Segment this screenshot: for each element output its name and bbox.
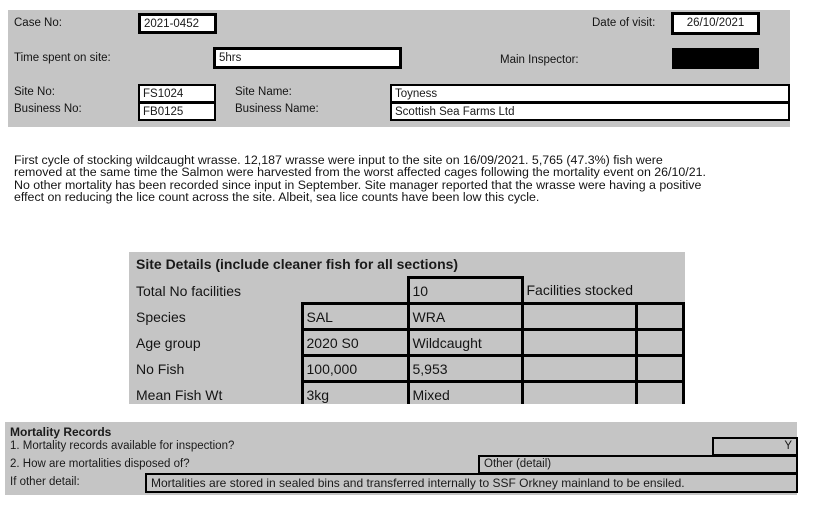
mortality-q1-answer-field[interactable]: Y <box>712 437 798 456</box>
business-name-field[interactable]: Scottish Sea Farms Ltd <box>390 102 790 121</box>
age-group-label: Age group <box>136 334 201 351</box>
no-fish-col3-cell[interactable] <box>520 354 638 383</box>
species-col2-cell[interactable]: WRA <box>406 302 524 331</box>
mean-fish-wt-col2-cell[interactable]: Mixed <box>406 380 524 404</box>
business-name-label: Business Name: <box>235 103 319 115</box>
empty-cell <box>302 278 408 304</box>
species-label: Species <box>136 308 186 325</box>
site-no-label: Site No: <box>14 86 55 98</box>
site-name-label: Site Name: <box>235 86 292 98</box>
mortality-records-panel: Mortality Records 1. Mortality records a… <box>5 422 798 495</box>
time-spent-field[interactable]: 5hrs <box>213 47 402 69</box>
age-group-col2-cell[interactable]: Wildcaught <box>406 328 524 357</box>
table-row-species: Species SAL WRA <box>129 302 685 331</box>
mean-fish-wt-col1-cell[interactable]: 3kg <box>300 380 410 404</box>
site-no-field[interactable]: FS1024 <box>138 84 216 103</box>
no-fish-col1-cell[interactable]: 100,000 <box>300 354 410 383</box>
case-no-field[interactable]: 2021-0452 <box>138 13 217 34</box>
species-col4-cell[interactable] <box>634 302 685 331</box>
table-row-total-facilities: Total No facilities 10 Facilities stocke… <box>129 276 683 305</box>
age-group-col1-cell[interactable]: 2020 S0 <box>300 328 410 357</box>
site-name-field[interactable]: Toyness <box>390 84 790 103</box>
species-col3-cell[interactable] <box>520 302 638 331</box>
main-inspector-label: Main Inspector: <box>500 54 579 66</box>
total-facilities-value-cell[interactable]: 10 <box>406 276 524 305</box>
facilities-stocked-label: Facilities stocked <box>526 281 634 298</box>
mortality-q2-answer-field[interactable]: Other (detail) <box>478 455 798 474</box>
time-spent-label: Time spent on site: <box>14 52 111 64</box>
main-inspector-redacted-field[interactable] <box>672 48 759 69</box>
mean-fish-wt-label: Mean Fish Wt <box>136 386 223 403</box>
table-row-no-fish: No Fish 100,000 5,953 <box>129 354 685 383</box>
table-row-age-group: Age group 2020 S0 Wildcaught <box>129 328 685 357</box>
site-details-title: Site Details (include cleaner fish for a… <box>136 256 459 272</box>
business-no-label: Business No: <box>14 103 82 115</box>
site-details-panel: Site Details (include cleaner fish for a… <box>129 252 685 404</box>
no-fish-label: No Fish <box>136 360 185 377</box>
table-row-mean-fish-wt: Mean Fish Wt 3kg Mixed <box>129 380 685 404</box>
date-of-visit-field[interactable]: 26/10/2021 <box>671 12 760 35</box>
no-fish-col4-cell[interactable] <box>634 354 685 383</box>
business-no-field[interactable]: FB0125 <box>138 102 216 121</box>
header-panel: Case No: 2021-0452 Date of visit: 26/10/… <box>8 10 790 127</box>
mean-fish-wt-col4-cell[interactable] <box>634 380 685 404</box>
mortality-title: Mortality Records <box>10 425 112 439</box>
case-no-label: Case No: <box>14 17 62 29</box>
mortality-q1: 1. Mortality records available for inspe… <box>10 440 235 452</box>
mean-fish-wt-col3-cell[interactable] <box>520 380 638 404</box>
narrative-paragraph: First cycle of stocking wildcaught wrass… <box>14 153 706 205</box>
date-of-visit-label: Date of visit: <box>592 17 656 29</box>
total-facilities-label: Total No facilities <box>136 282 242 299</box>
mortality-q2: 2. How are mortalities disposed of? <box>10 458 190 470</box>
age-group-col4-cell[interactable] <box>634 328 685 357</box>
other-detail-label: If other detail: <box>10 476 80 488</box>
age-group-col3-cell[interactable] <box>520 328 638 357</box>
species-col1-cell[interactable]: SAL <box>300 302 410 331</box>
site-details-table: Total No facilities 10 Facilities stocke… <box>129 276 685 404</box>
other-detail-field[interactable]: Mortalities are stored in sealed bins an… <box>145 473 798 493</box>
no-fish-col2-cell[interactable]: 5,953 <box>406 354 524 383</box>
